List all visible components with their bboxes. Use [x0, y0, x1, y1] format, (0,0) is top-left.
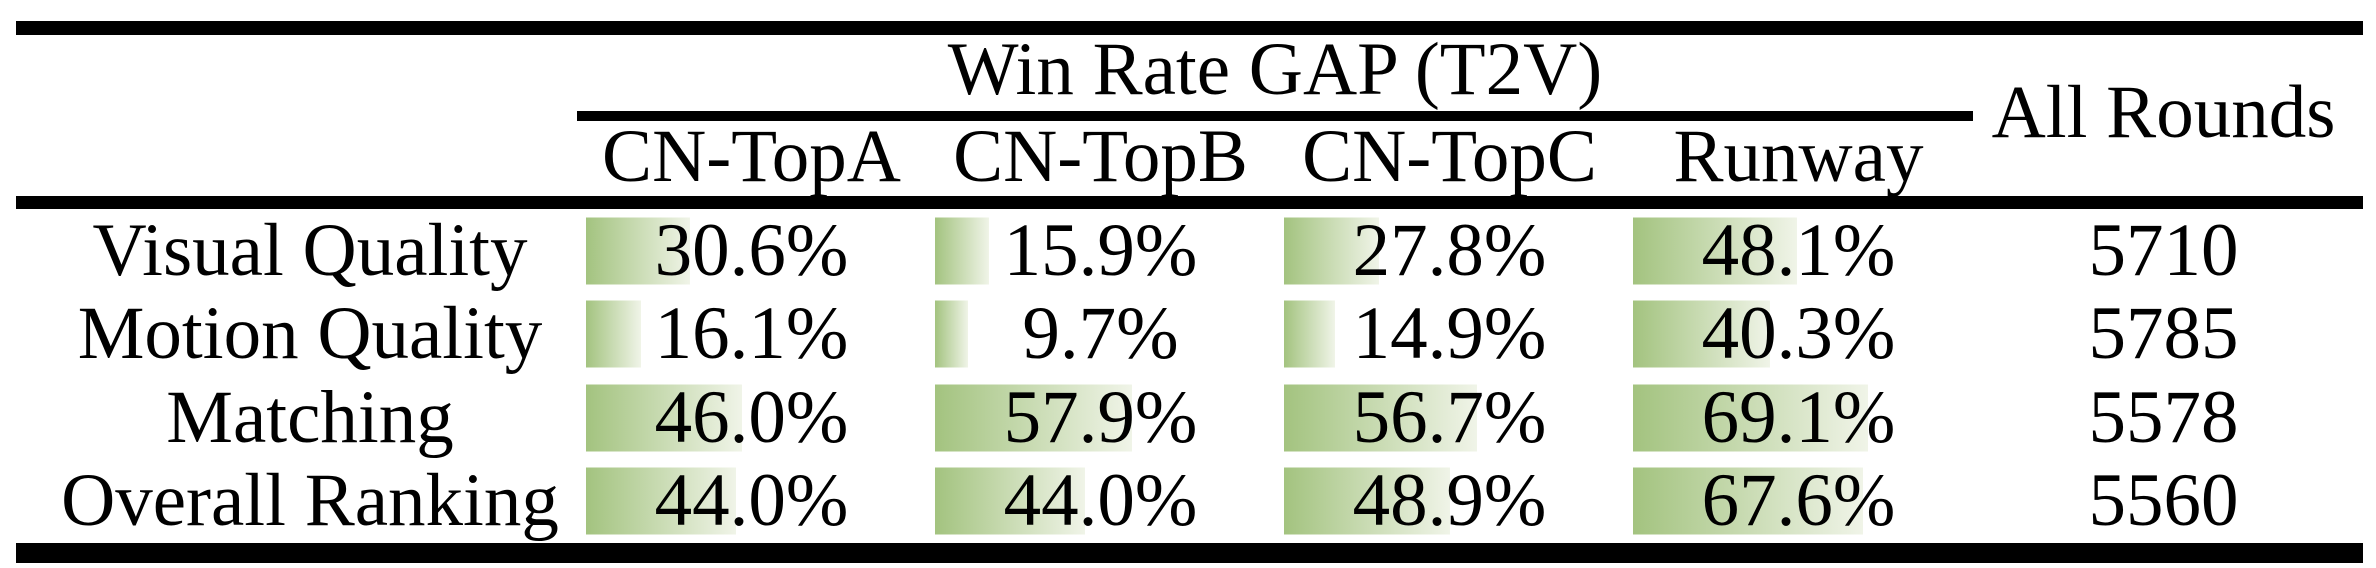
win-rate-bar	[1284, 217, 1379, 285]
row-label: Visual Quality	[92, 208, 528, 292]
column-header-all-rounds: All Rounds	[1991, 71, 2336, 154]
row-label: Matching	[166, 375, 454, 459]
all-rounds-value: 5560	[2088, 459, 2239, 543]
win-rate-bar	[1284, 467, 1451, 535]
win-rate-bar	[586, 217, 691, 285]
table-title: Win Rate GAP (T2V)	[947, 28, 1603, 111]
win-rate-value: 57.9%	[1003, 375, 1198, 459]
header-separator-rule	[16, 196, 2363, 209]
win-rate-bar	[1633, 217, 1797, 285]
win-rate-value: 9.7%	[1022, 292, 1179, 376]
column-header-runway: Runway	[1673, 115, 1924, 198]
win-rate-bar	[1633, 384, 1868, 452]
win-rate-cell: 46.0%	[577, 376, 926, 460]
win-rate-value: 15.9%	[1003, 208, 1198, 292]
win-rate-bar	[1284, 300, 1335, 368]
win-rate-bar	[586, 467, 736, 535]
win-rate-value: 30.6%	[654, 208, 849, 292]
win-rate-cell: 40.3%	[1624, 292, 1973, 377]
win-rate-cell: 27.8%	[1275, 209, 1624, 293]
win-rate-value: 48.9%	[1352, 459, 1547, 543]
win-rate-value: 48.1%	[1701, 208, 1896, 292]
win-rate-cell: 69.1%	[1624, 376, 1973, 460]
column-header-cn-topa: CN-TopA	[602, 115, 901, 198]
win-rate-bar	[586, 384, 743, 452]
win-rate-value: 40.3%	[1701, 292, 1896, 376]
win-rate-cell: 30.6%	[577, 209, 926, 293]
win-rate-value: 14.9%	[1352, 292, 1547, 376]
win-rate-bar	[935, 217, 990, 285]
table-row-matching: Matching 46.0% 57.9% 56.7% 69.1% 5578	[0, 376, 2376, 460]
win-rate-cell: 15.9%	[926, 209, 1275, 293]
win-rate-cell: 14.9%	[1275, 292, 1624, 377]
win-rate-bar	[935, 384, 1132, 452]
win-rate-bar	[1633, 467, 1863, 535]
win-rate-bar	[935, 300, 968, 368]
win-rate-cell: 44.0%	[577, 459, 926, 544]
table-row-motion-quality: Motion Quality 16.1% 9.7% 14.9% 40.3% 57…	[0, 292, 2376, 377]
win-rate-bar	[1284, 384, 1477, 452]
win-rate-value: 56.7%	[1352, 375, 1547, 459]
win-rate-cell: 48.1%	[1624, 209, 1973, 293]
win-rate-value: 46.0%	[654, 375, 849, 459]
win-rate-value: 27.8%	[1352, 208, 1547, 292]
win-rate-cell: 9.7%	[926, 292, 1275, 377]
all-rounds-value: 5578	[2088, 375, 2239, 459]
win-rate-cell: 57.9%	[926, 376, 1275, 460]
win-rate-cell: 56.7%	[1275, 376, 1624, 460]
win-rate-bar	[1633, 300, 1771, 368]
win-rate-value: 69.1%	[1701, 375, 1896, 459]
table-row-overall-ranking: Overall Ranking 44.0% 44.0% 48.9% 67.6% …	[0, 459, 2376, 544]
all-rounds-value: 5785	[2088, 292, 2239, 376]
table-top-rule	[16, 21, 2363, 35]
row-label: Motion Quality	[77, 292, 543, 376]
win-rate-cell: 44.0%	[926, 459, 1275, 544]
all-rounds-value: 5710	[2088, 208, 2239, 292]
win-rate-value: 44.0%	[1003, 459, 1198, 543]
win-rate-value: 16.1%	[654, 292, 849, 376]
column-header-cn-topc: CN-TopC	[1302, 115, 1597, 198]
win-rate-cell: 48.9%	[1275, 459, 1624, 544]
win-rate-value: 67.6%	[1701, 459, 1896, 543]
win-rate-bar	[586, 300, 641, 368]
column-header-cn-topb: CN-TopB	[953, 115, 1248, 198]
table-row-visual-quality: Visual Quality 30.6% 15.9% 27.8% 48.1% 5…	[0, 209, 2376, 293]
table-bottom-rule	[16, 543, 2363, 563]
win-rate-cell: 16.1%	[577, 292, 926, 377]
win-rate-cell: 67.6%	[1624, 459, 1973, 544]
win-rate-value: 44.0%	[654, 459, 849, 543]
table-body: Visual Quality 30.6% 15.9% 27.8% 48.1% 5…	[0, 209, 2376, 543]
win-rate-bar	[935, 467, 1085, 535]
title-underline-rule	[577, 111, 1973, 121]
row-label: Overall Ranking	[61, 459, 559, 543]
